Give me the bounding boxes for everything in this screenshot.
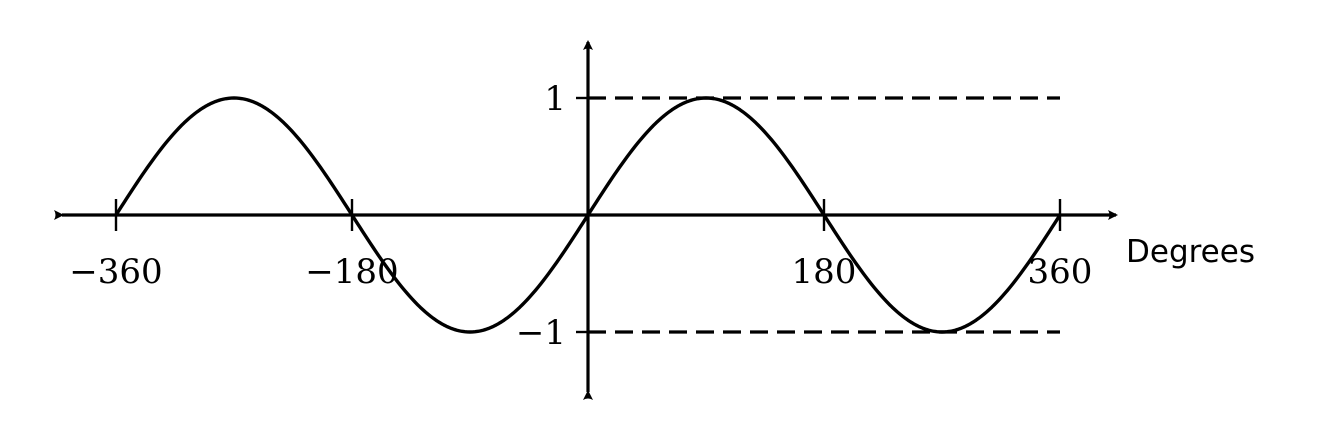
y-tick-label: −1 bbox=[516, 313, 566, 353]
series-layer bbox=[114, 96, 1062, 334]
x-tick-label: −360 bbox=[69, 252, 162, 292]
tick-marks bbox=[114, 96, 1062, 334]
x-tick-label: 360 bbox=[1028, 252, 1093, 292]
x-axis-title: Degrees bbox=[1126, 234, 1255, 270]
axes bbox=[54, 40, 1118, 400]
tick-labels: −360 −180 180 360 1 −1 bbox=[69, 79, 1092, 353]
x-tick-label: 180 bbox=[792, 252, 857, 292]
sine-curve bbox=[114, 96, 1062, 334]
reference-lines bbox=[588, 96, 1060, 334]
y-tick-label: 1 bbox=[544, 79, 566, 119]
x-tick-label: −180 bbox=[305, 252, 398, 292]
